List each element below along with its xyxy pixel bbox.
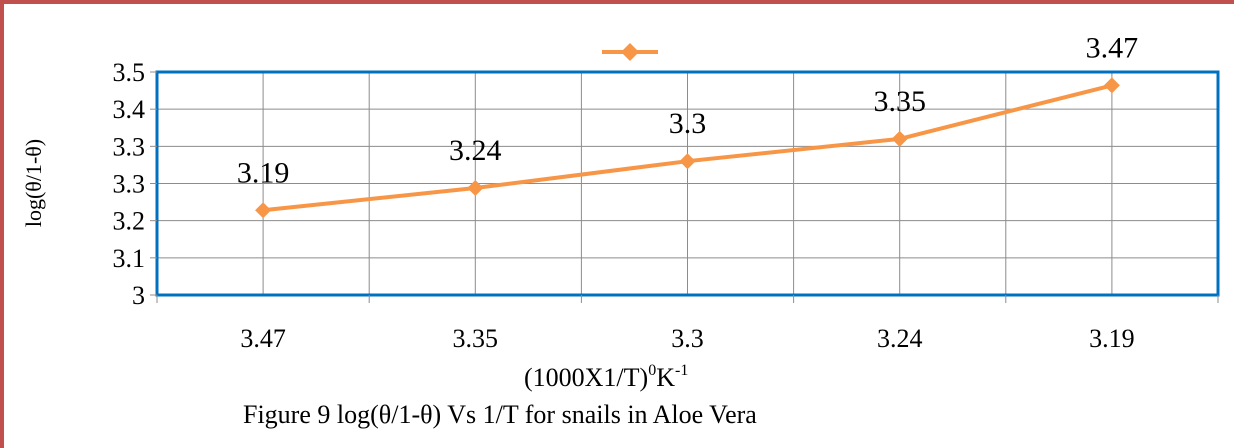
data-label: 3.35 [873,85,926,118]
y-axis-ticks: 3 3.1 3.2 3.3 3.3 3.4 3.5 [113,58,157,310]
data-labels: 3.19 3.24 3.3 3.35 3.47 [237,31,1138,189]
grid-lines [157,72,1218,295]
y-tick-label: 3.5 [113,58,146,87]
y-tick-label: 3 [132,281,145,310]
y-tick-label: 3.3 [113,170,146,199]
x-tick-label: 3.19 [1089,324,1135,353]
data-point-marker [1103,77,1120,94]
y-tick-label: 3.3 [113,132,146,161]
data-label: 3.24 [449,134,502,167]
data-label: 3.19 [237,156,290,189]
x-tick-label: 3.3 [671,324,704,353]
legend-marker [621,43,639,61]
x-axis-ticks: 3.47 3.35 3.3 3.24 3.19 [156,295,1219,353]
data-point-marker [467,179,484,196]
x-axis-title: (1000X1/T)0K-1 [524,362,688,392]
y-tick-label: 3.4 [113,95,146,124]
series-group [255,77,1120,219]
y-tick-label: 3.1 [113,244,146,273]
data-point-marker [255,202,272,219]
y-tick-label: 3.2 [113,207,146,236]
figure-caption: Figure 9 log(θ/1-θ) Vs 1/T for snails in… [243,400,757,429]
x-tick-label: 3.35 [453,324,499,353]
x-tick-label: 3.24 [877,324,923,353]
data-point-marker [891,130,908,147]
data-point-marker [679,153,696,170]
legend [602,43,658,61]
data-label: 3.47 [1086,31,1139,64]
y-axis-title: log(θ/1-θ) [21,139,46,227]
x-tick-label: 3.47 [240,324,286,353]
data-label: 3.3 [669,107,707,140]
